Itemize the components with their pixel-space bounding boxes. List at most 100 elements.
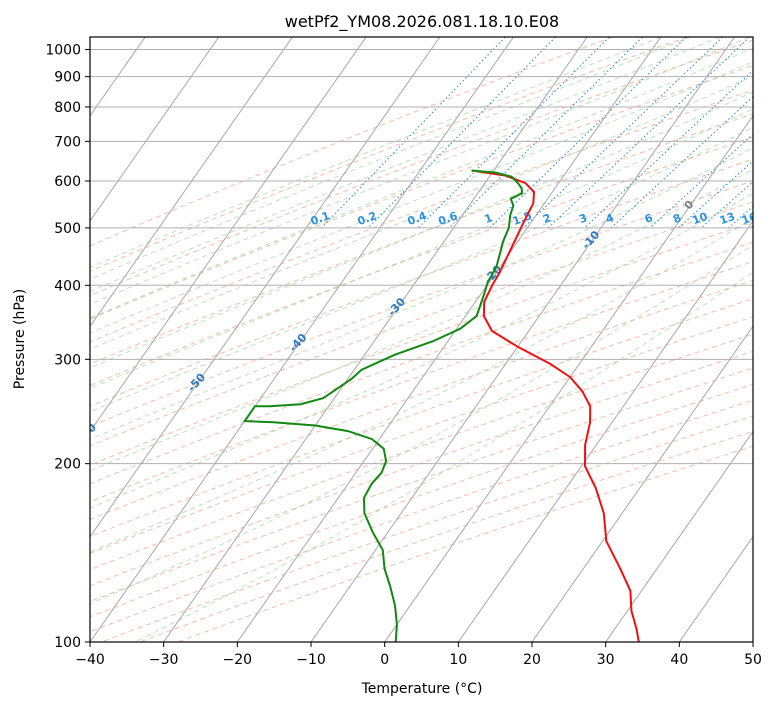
profiles bbox=[242, 169, 640, 642]
moist-adiabat-line bbox=[90, 169, 753, 472]
isotherm-line bbox=[605, 430, 753, 642]
x-tick-label: −40 bbox=[75, 652, 105, 668]
mixing-ratio-line bbox=[750, 225, 753, 229]
mixing-ratio-label: 1 bbox=[483, 211, 495, 226]
moist-adiabat-line bbox=[90, 147, 753, 440]
mixing-ratio-line bbox=[489, 37, 687, 229]
moist-adiabat-line bbox=[90, 37, 720, 292]
moist-adiabat-line bbox=[90, 217, 753, 553]
mixing-ratio-label: 0.2 bbox=[356, 209, 379, 228]
dry-adiabat-line bbox=[90, 113, 753, 365]
mixing-ratio-line bbox=[728, 205, 753, 229]
y-tick-label: 800 bbox=[54, 100, 81, 116]
mixing-ratio-labels: 0.10.20.40.611.52346810131620253036 bbox=[309, 209, 775, 228]
y-axis-label: Pressure (hPa) bbox=[12, 289, 28, 389]
y-tick-label: 100 bbox=[54, 635, 81, 651]
dry-adiabat-line bbox=[177, 445, 753, 642]
isotherm-label: 10 bbox=[771, 168, 775, 188]
isotherms bbox=[90, 37, 753, 642]
dry-adiabat-line bbox=[90, 136, 753, 386]
x-tick-label: −30 bbox=[149, 652, 179, 668]
isobars bbox=[90, 49, 753, 642]
isotherm-label: -60 bbox=[76, 421, 99, 445]
isotherm-line bbox=[90, 37, 514, 642]
isotherm-line bbox=[678, 535, 753, 642]
dry-adiabat-line bbox=[90, 64, 753, 320]
isotherm-label: -10 bbox=[579, 228, 602, 252]
dry-adiabat-line bbox=[90, 89, 753, 343]
isotherm-line bbox=[310, 37, 735, 642]
y-tick-label: 300 bbox=[54, 352, 81, 368]
moist-adiabat-line bbox=[134, 271, 753, 642]
isotherm-line bbox=[90, 37, 441, 538]
mixing-ratio-label: 20 bbox=[764, 210, 775, 228]
y-tick-label: 200 bbox=[54, 457, 81, 473]
moist-adiabat-line bbox=[90, 37, 661, 269]
moist-adiabat-line bbox=[90, 75, 753, 350]
moist-adiabats bbox=[90, 37, 753, 642]
dry-adiabat-line bbox=[90, 316, 753, 554]
mixing-ratio-line bbox=[367, 37, 556, 229]
isotherm-label: -50 bbox=[185, 370, 208, 394]
isotherm-line bbox=[90, 37, 220, 222]
mixing-ratio-line bbox=[649, 133, 753, 229]
x-tick-label: 40 bbox=[670, 652, 688, 668]
mixing-ratio-label: 0.4 bbox=[406, 209, 429, 228]
isotherm-line bbox=[384, 114, 753, 642]
y-tick-label: 400 bbox=[54, 278, 81, 294]
temperature-profile bbox=[471, 169, 640, 642]
y-tick-label: 700 bbox=[54, 134, 81, 150]
mixing-ratio-label: 4 bbox=[604, 211, 616, 226]
mixing-ratio-label: 0.6 bbox=[436, 209, 459, 228]
dry-adiabat-line bbox=[90, 333, 753, 571]
moist-adiabat-line bbox=[90, 47, 753, 319]
y-tick-label: 600 bbox=[54, 174, 81, 190]
dry-adiabat-line bbox=[90, 37, 688, 272]
x-axis-ticks: −40 −30 −20 −10 0 10 20 30 40 50 bbox=[75, 642, 762, 668]
x-tick-label: −10 bbox=[296, 652, 326, 668]
dry-adiabat-line bbox=[139, 430, 753, 642]
dry-adiabat-line bbox=[90, 201, 753, 447]
mixing-ratio-line bbox=[321, 37, 506, 229]
isotherm-line bbox=[163, 37, 588, 642]
x-tick-label: 30 bbox=[597, 652, 615, 668]
mixing-ratio-label: 8 bbox=[671, 211, 683, 226]
plot-area: -100-90-80-70-60-50-40-30-20-10010203040… bbox=[76, 37, 775, 642]
dry-adiabat-line bbox=[90, 37, 613, 247]
dry-adiabat-line bbox=[90, 279, 753, 520]
chart-title: wetPf2_YM08.2026.081.18.10.E08 bbox=[285, 12, 559, 32]
dry-adiabat-line bbox=[90, 241, 753, 485]
dry-adiabat-line bbox=[90, 221, 753, 466]
dry-adiabat-line bbox=[90, 350, 753, 587]
moist-adiabat-line bbox=[90, 61, 753, 334]
y-tick-label: 1000 bbox=[45, 43, 81, 59]
x-tick-label: 0 bbox=[380, 652, 389, 668]
mixing-ratio-label: 2 bbox=[541, 211, 553, 226]
x-tick-label: 50 bbox=[744, 652, 762, 668]
dry-adiabat-line bbox=[90, 158, 753, 407]
mixing-ratio-label: 10 bbox=[691, 210, 710, 228]
mixing-ratio-label: 16 bbox=[740, 210, 759, 228]
mixing-ratio-label: 6 bbox=[643, 211, 655, 226]
mixing-ratio-line bbox=[610, 95, 753, 229]
y-tick-label: 900 bbox=[54, 70, 81, 86]
isotherm-line bbox=[236, 37, 662, 642]
mixing-ratio-label: 0.1 bbox=[309, 209, 332, 228]
x-axis-label: Temperature (°C) bbox=[361, 681, 483, 697]
moist-adiabat-line bbox=[90, 192, 753, 509]
dry-adiabat-line bbox=[90, 260, 753, 503]
dewpoint-profile bbox=[242, 169, 524, 642]
isotherm-label: -30 bbox=[385, 295, 408, 319]
isotherm-line bbox=[531, 325, 753, 642]
moist-adiabat-line bbox=[90, 91, 753, 369]
mixing-ratio-label: 13 bbox=[718, 210, 737, 227]
y-tick-label: 500 bbox=[54, 221, 81, 237]
dry-adiabat-line bbox=[90, 367, 753, 602]
mixing-ratio-line bbox=[448, 37, 643, 229]
mixing-ratio-line bbox=[417, 37, 610, 229]
plot-frame bbox=[89, 36, 754, 643]
moist-adiabat-line bbox=[90, 37, 750, 305]
x-tick-label: 20 bbox=[523, 652, 541, 668]
dry-adiabat-line bbox=[90, 298, 753, 538]
